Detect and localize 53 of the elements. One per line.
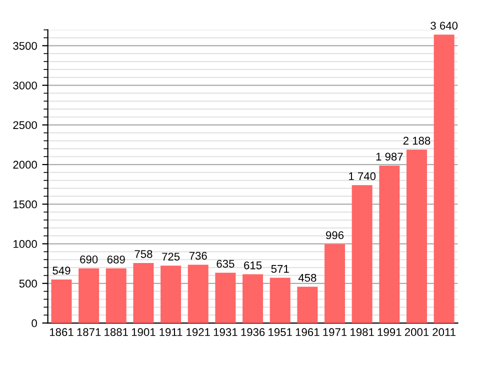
- data-label: 458: [298, 274, 316, 282]
- data-label: 1 987: [376, 152, 403, 161]
- y-tick-label: 1500: [14, 200, 37, 208]
- y-tick-label: 1000: [14, 240, 37, 248]
- data-label: 549: [52, 266, 70, 275]
- data-label: 1 740: [349, 172, 376, 180]
- bar: [133, 262, 154, 324]
- x-tick-label: 1921: [186, 328, 210, 336]
- x-tick-label: 2011: [432, 328, 456, 336]
- data-label: 2 188: [403, 136, 430, 145]
- x-tick-label: 1911: [160, 328, 182, 336]
- y-tick-label: 0: [32, 319, 37, 328]
- x-tick-label: 1961: [296, 328, 320, 336]
- data-label: 758: [134, 250, 152, 258]
- x-tick-label: 1981: [350, 328, 374, 336]
- x-tick-label: 2001: [404, 328, 429, 336]
- x-tick-label: 1936: [241, 328, 265, 336]
- bar: [379, 166, 400, 324]
- bar: [297, 286, 318, 324]
- bar: [434, 34, 454, 324]
- x-tick-label: 1991: [378, 328, 402, 336]
- x-tick-label: 1971: [323, 328, 347, 336]
- bar: [406, 150, 427, 324]
- y-tick-label: 2500: [13, 121, 37, 130]
- y-tick-label: 3500: [13, 42, 37, 50]
- bar: [106, 268, 126, 324]
- bar: [215, 272, 236, 324]
- bar: [242, 274, 264, 324]
- data-label: 689: [107, 256, 125, 264]
- bar: [352, 185, 372, 324]
- data-label: 3 640: [430, 22, 458, 30]
- data-label: 635: [216, 260, 234, 268]
- x-tick-label: 1901: [132, 328, 156, 336]
- bar: [51, 280, 72, 324]
- data-label: 725: [162, 252, 180, 261]
- data-label: 690: [80, 256, 98, 264]
- bar: [270, 278, 290, 324]
- x-tick-label: 1861: [50, 328, 74, 336]
- x-tick-label: 1871: [77, 328, 101, 336]
- x-tick-label: 1951: [268, 328, 292, 336]
- x-tick-label: 1881: [104, 328, 128, 336]
- bar: [78, 268, 100, 324]
- x-tick-label: 1931: [214, 328, 238, 336]
- bar: [324, 244, 346, 324]
- data-label: 996: [326, 231, 344, 240]
- bar: [160, 266, 182, 324]
- y-tick-label: 500: [19, 280, 37, 288]
- y-tick-label: 3000: [13, 82, 37, 90]
- data-label: 736: [189, 252, 207, 260]
- data-label: 615: [244, 261, 262, 270]
- bar: [188, 264, 208, 324]
- y-tick-label: 2000: [13, 160, 37, 169]
- data-label: 571: [271, 265, 289, 273]
